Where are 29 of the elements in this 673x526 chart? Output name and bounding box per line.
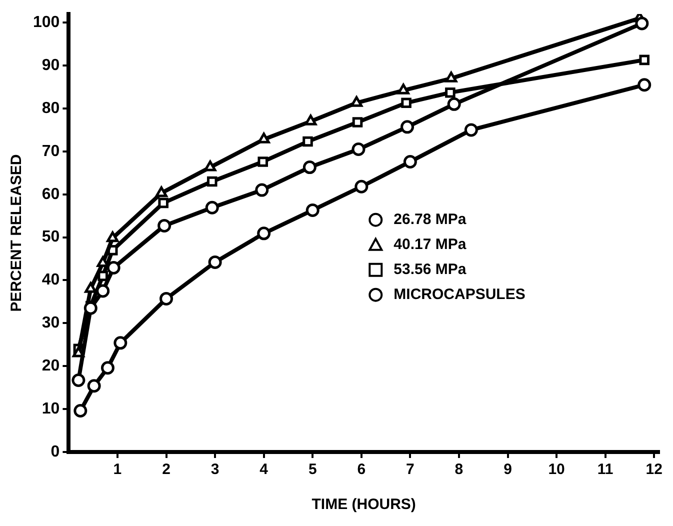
legend-label: 53.56 MPa xyxy=(394,261,467,278)
legend-label: 40.17 MPa xyxy=(394,236,467,253)
x-tick-label: 11 xyxy=(597,461,614,478)
x-axis-title: TIME (HOURS) xyxy=(312,496,416,514)
x-tick-label: 10 xyxy=(548,461,565,478)
x-tick-label: 3 xyxy=(210,461,220,478)
x-tick-label: 5 xyxy=(308,461,317,478)
y-tick-label: 30 xyxy=(42,314,60,332)
y-tick-label: 80 xyxy=(42,100,60,117)
y-tick-label: 50 xyxy=(42,228,60,246)
y-tick-label: 40 xyxy=(42,272,60,289)
x-tick-label: 8 xyxy=(454,461,464,478)
x-tick-label: 6 xyxy=(357,461,366,478)
y-tick-label: 90 xyxy=(42,56,60,74)
x-tick-label: 12 xyxy=(646,461,662,478)
legend-label: 26.78 MPa xyxy=(394,211,467,228)
x-tick-label: 2 xyxy=(162,461,170,478)
legend-label: MICROCAPSULES xyxy=(394,286,526,303)
x-tick-label: 9 xyxy=(504,461,512,478)
y-axis-title: PERCENT RELEASED xyxy=(8,154,26,312)
x-tick-label: 1 xyxy=(113,461,122,478)
x-tick-label: 4 xyxy=(260,461,269,478)
y-tick-label: 100 xyxy=(32,14,60,31)
y-tick-label: 10 xyxy=(42,400,60,418)
y-tick-label: 60 xyxy=(42,186,60,203)
y-tick-label: 70 xyxy=(42,142,60,160)
y-tick-label: 0 xyxy=(50,443,60,460)
y-tick-label: 20 xyxy=(42,358,60,375)
x-tick-label: 7 xyxy=(406,461,414,478)
